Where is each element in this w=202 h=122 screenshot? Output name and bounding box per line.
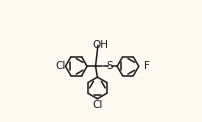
Text: S: S [106,61,113,71]
Text: F: F [144,61,150,71]
Text: Cl: Cl [56,61,66,71]
Text: OH: OH [92,40,108,50]
Text: Cl: Cl [92,100,103,110]
